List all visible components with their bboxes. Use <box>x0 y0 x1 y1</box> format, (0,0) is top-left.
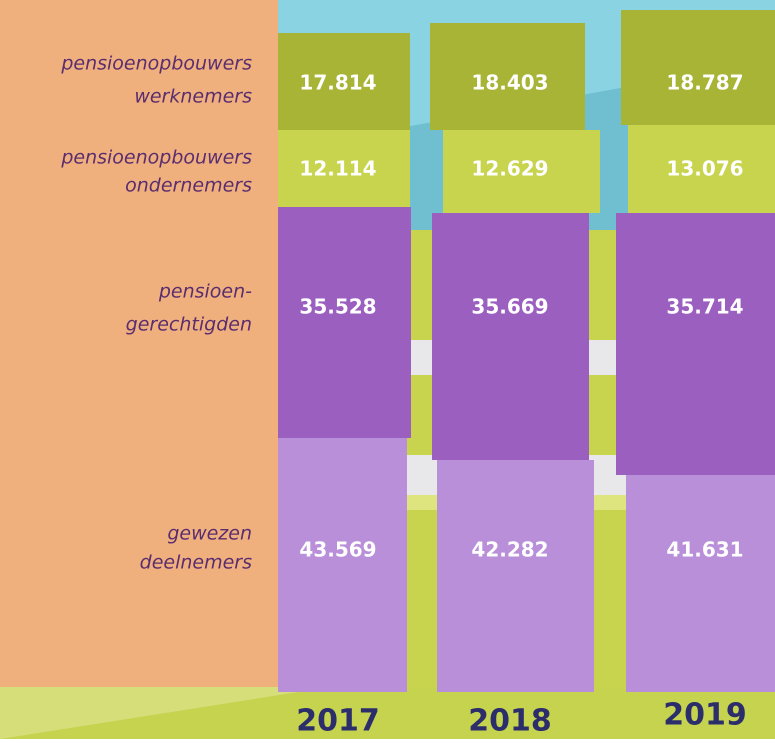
block <box>432 213 589 460</box>
value: 35.528 <box>299 295 376 319</box>
value: 18.403 <box>471 71 548 95</box>
block <box>278 207 411 438</box>
row-label: pensioenopbouwers <box>60 147 252 169</box>
block <box>621 10 775 125</box>
year: 2019 <box>663 698 747 733</box>
row-label: deelnemers <box>140 552 252 574</box>
infographic: pensioenopbouwers werknemers 17.814 18.403 1… <box>0 0 775 739</box>
value: 18.787 <box>666 71 743 95</box>
value: 43.569 <box>299 538 376 562</box>
block <box>437 460 594 692</box>
row-label: werknemers <box>134 86 252 108</box>
value: 17.814 <box>299 71 376 95</box>
year: 2018 <box>468 704 552 739</box>
value: 12.114 <box>299 157 376 181</box>
row-label: pensioenopbouwers <box>60 53 252 75</box>
blocks <box>278 10 775 692</box>
row-label: gerechtigden <box>126 314 252 336</box>
year: 2017 <box>296 704 380 739</box>
value: 35.714 <box>666 295 743 319</box>
row-label: ondernemers <box>125 175 252 197</box>
value: 13.076 <box>666 157 743 181</box>
block <box>626 475 775 692</box>
row-label: pensioen- <box>158 281 252 303</box>
value: 12.629 <box>471 157 548 181</box>
value: 41.631 <box>666 538 743 562</box>
row-label: gewezen <box>167 523 252 545</box>
block <box>616 213 775 475</box>
block <box>278 438 407 692</box>
value: 35.669 <box>471 295 548 319</box>
value: 42.282 <box>471 538 548 562</box>
